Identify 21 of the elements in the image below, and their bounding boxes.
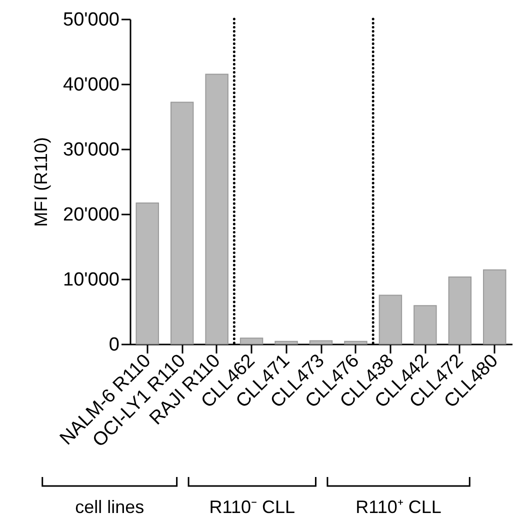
text: R110⁺ CLL [356,497,442,517]
bar [378,294,402,344]
y-axis-title: MFI (R110) [31,137,52,227]
y-tick-label: 30'000 [63,140,120,160]
bar [240,338,264,344]
bar [205,74,228,344]
y-tick-label: 0 [108,334,120,356]
y-tick-label: 20'000 [63,204,120,226]
bar [483,269,506,344]
bar [309,340,333,344]
bar [170,102,194,344]
bar [414,305,437,344]
bar [136,202,159,344]
y-tick-label: 10'000 [63,270,120,290]
bar [344,340,368,344]
y-tick-label: 40'000 [63,74,120,96]
bar [274,340,298,344]
text: R110⁻ CLL [209,497,295,517]
text: cell lines [75,497,144,517]
bar [448,276,472,344]
y-tick-label: 50'000 [63,10,120,30]
